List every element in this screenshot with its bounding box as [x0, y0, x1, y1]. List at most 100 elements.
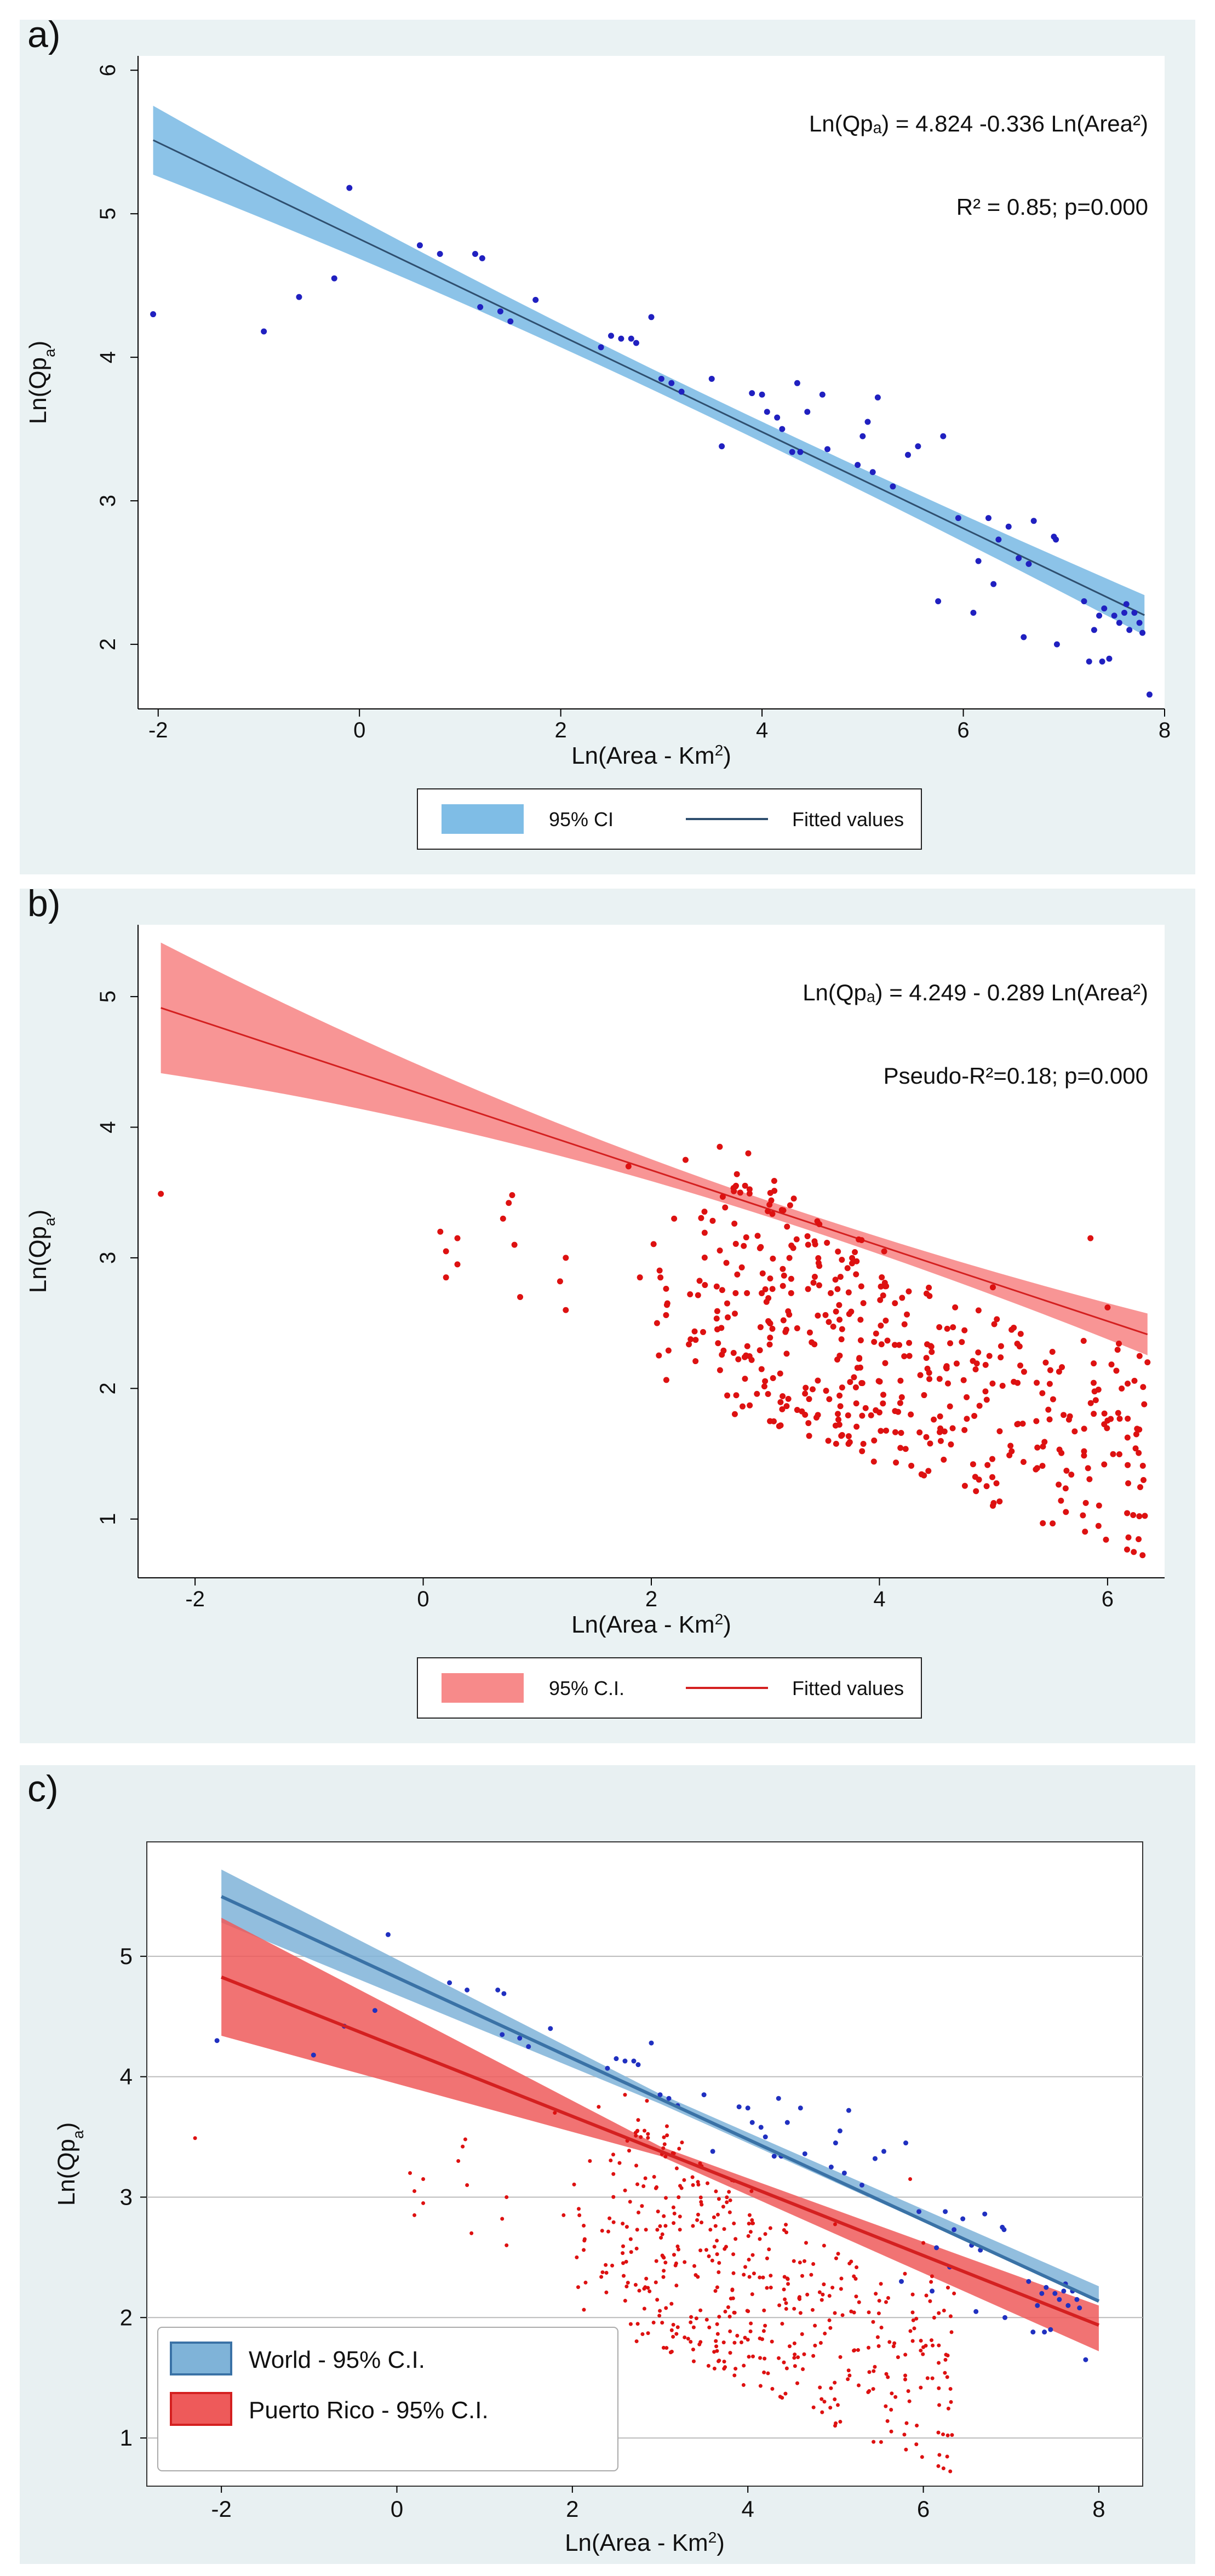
chart-b-point [1114, 1347, 1121, 1353]
chart-c-world-point [899, 2279, 904, 2284]
chart-c-pr-point [677, 2247, 681, 2252]
chart-c-pr-point [892, 2341, 897, 2345]
chart-c-pr-point [577, 2213, 582, 2218]
chart-b-point [786, 1255, 793, 1261]
chart-c-y-tick-label: 2 [120, 2304, 133, 2330]
chart-c-pr-point [758, 2275, 762, 2280]
chart-b-point [936, 1429, 943, 1435]
chart-c-pr-point [691, 2325, 696, 2329]
chart-b-point [702, 1282, 708, 1289]
chart-c-pr-point [822, 2400, 827, 2404]
chart-b-point [972, 1474, 978, 1480]
chart-b-point [719, 1287, 725, 1293]
chart-c-world-band [221, 1869, 1099, 2301]
chart-c-pr-point [747, 2222, 751, 2226]
chart-b-point [892, 1408, 898, 1415]
chart-c-pr-point [700, 2220, 704, 2225]
chart-a-point [598, 344, 604, 351]
chart-b-point [983, 1483, 990, 1490]
chart-c-pr-point [780, 2322, 784, 2326]
chart-b-point [756, 1347, 763, 1354]
chart-c-pr-point [660, 2321, 664, 2325]
chart-c-world-point [495, 1987, 501, 1993]
chart-c-pr-point [948, 2469, 953, 2474]
chart-c-pr-point [692, 2264, 697, 2268]
chart-b-point [825, 1438, 832, 1444]
chart-c-pr-point [849, 2309, 853, 2314]
chart-c-pr-point [683, 2335, 687, 2339]
chart-b-point [733, 1392, 740, 1399]
chart-c-pr-point [945, 2353, 950, 2357]
chart-c-pr-point [886, 2295, 890, 2300]
chart-c-pr-point [731, 2252, 736, 2257]
chart-b-point [944, 1325, 950, 1332]
chart-b-point [713, 1283, 720, 1290]
chart-c-pr-point [929, 2280, 933, 2284]
chart-b-point [802, 1411, 809, 1418]
chart-c-pr-point [691, 2183, 695, 2187]
chart-b-point [961, 1427, 968, 1433]
chart-c-world-point [1077, 2305, 1082, 2311]
chart-c-pr-point [750, 2253, 755, 2257]
chart-b-point [805, 1241, 811, 1248]
chart-a-point [1099, 659, 1105, 665]
chart-c-pr-point [715, 2252, 719, 2257]
chart-c-pr-point [846, 2368, 851, 2373]
chart-b-point [1041, 1439, 1048, 1445]
chart-b-point [835, 1416, 842, 1423]
chart-b-point [984, 1462, 991, 1468]
chart-b-point [732, 1290, 739, 1296]
chart-c-pr-point [813, 2323, 817, 2328]
chart-c-pr-point [768, 2226, 772, 2230]
chart-b-point [847, 1379, 853, 1386]
chart-b-point [700, 1329, 707, 1335]
chart-b-point [654, 1320, 660, 1326]
chart-panel-a: -2 0 2 4 6 8 2 3 4 5 6 a) Ln(Area - Km2) Ln(Qpa) Ln(Qp… [20, 14, 1195, 874]
chart-b-point [926, 1376, 933, 1382]
chart-c-pr-point [871, 2387, 875, 2391]
chart-b-point [738, 1264, 745, 1270]
chart-c-pr-point [879, 2325, 884, 2329]
chart-c-world-point [517, 2035, 523, 2041]
chart-b-point [811, 1341, 818, 1348]
chart-c-world-point [214, 2038, 220, 2043]
chart-b-point [964, 1416, 970, 1422]
chart-c-pr-point [712, 2366, 717, 2371]
chart-c-pr-point [604, 2290, 609, 2294]
chart-b-point [625, 1163, 632, 1170]
chart-c-pr-point [743, 2265, 747, 2269]
chart-b-point [1015, 1421, 1021, 1427]
chart-b-point [892, 1300, 898, 1307]
chart-c-pr-point [819, 2298, 824, 2302]
chart-b-point [1034, 1444, 1041, 1451]
chart-a-point [1053, 641, 1060, 648]
chart-b-point [717, 1247, 723, 1254]
chart-c-pr-point [561, 2213, 566, 2217]
chart-c-pr-point [914, 2442, 919, 2447]
chart-b-point [731, 1411, 738, 1417]
chart-c-pr-point [792, 2341, 796, 2345]
chart-b-point [964, 1394, 970, 1400]
chart-b-point [878, 1341, 885, 1348]
chart-b-point [701, 1255, 708, 1261]
chart-c-pr-point [747, 2258, 751, 2262]
chart-b-point [926, 1293, 933, 1300]
chart-a-point [1139, 629, 1146, 636]
chart-c-pr-point [660, 2232, 664, 2236]
chart-c-pr-point [654, 2186, 658, 2190]
chart-c-world-point [833, 2140, 838, 2146]
chart-c-pr-point [838, 2419, 843, 2424]
chart-c-pr-point [907, 2399, 912, 2403]
chart-c-pr-point [664, 2196, 668, 2200]
chart-b-point [701, 1209, 708, 1215]
chart-b-point [845, 1412, 851, 1419]
chart-c-pr-point [463, 2137, 467, 2142]
chart-b-point [746, 1190, 753, 1197]
chart-c-y-tick-label: 4 [120, 2064, 133, 2090]
chart-b-point [731, 1220, 738, 1227]
chart-b-point [852, 1249, 858, 1255]
chart-c-pr-point [777, 2303, 782, 2308]
chart-b-point [722, 1204, 729, 1211]
chart-c-world-point [763, 2134, 768, 2140]
chart-c-pr-point [871, 2320, 875, 2324]
